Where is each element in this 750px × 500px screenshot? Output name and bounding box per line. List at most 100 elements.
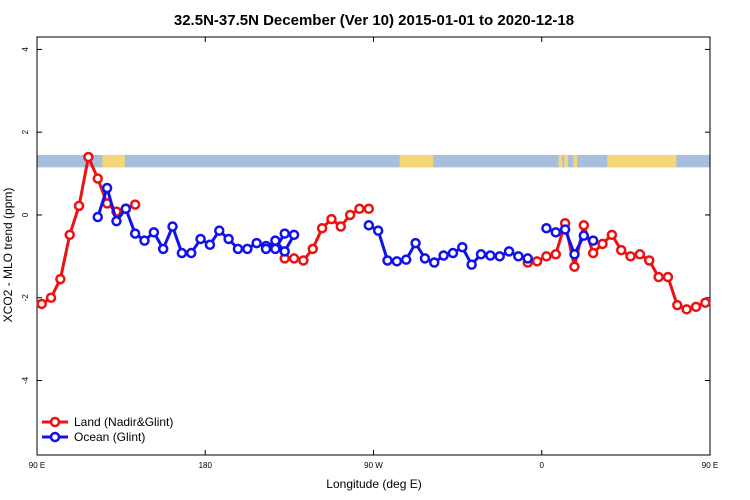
y-tick-label: 0 <box>21 212 30 217</box>
data-point <box>475 249 487 260</box>
data-point <box>457 241 468 253</box>
data-point <box>494 251 505 262</box>
data-point <box>129 228 141 239</box>
x-axis-label: Longitude (deg E) <box>326 477 421 491</box>
series-layer <box>36 151 711 315</box>
data-point <box>129 199 141 210</box>
data-point <box>120 203 132 215</box>
series-land <box>36 151 711 315</box>
legend-marker <box>49 431 61 443</box>
chart-title: 32.5N-37.5N December (Ver 10) 2015-01-01… <box>174 12 574 29</box>
data-point <box>270 235 281 246</box>
data-point <box>447 247 459 259</box>
series-ocean <box>92 182 599 270</box>
data-point <box>316 222 328 234</box>
series-line <box>40 155 136 306</box>
land-segment <box>607 154 677 168</box>
data-point <box>251 237 262 249</box>
data-point <box>522 253 533 264</box>
data-point <box>587 247 599 259</box>
data-point <box>419 253 431 264</box>
y-tick-label: -4 <box>21 376 30 384</box>
data-point <box>335 221 347 232</box>
x-tick-label: 90 E <box>29 461 45 470</box>
data-point <box>550 249 562 260</box>
legend-label: Land (Nadir&Glint) <box>74 415 173 429</box>
y-tick-label: 4 <box>21 47 30 52</box>
data-point <box>569 261 580 272</box>
data-point <box>111 215 122 227</box>
data-point <box>195 233 206 245</box>
data-point <box>400 254 412 265</box>
series-line <box>265 234 296 253</box>
land-segment <box>558 154 563 168</box>
data-point <box>242 243 253 255</box>
data-point <box>597 238 608 250</box>
legend-label: Ocean (Glint) <box>74 430 145 444</box>
data-point <box>672 299 683 311</box>
data-point <box>429 257 440 268</box>
data-point <box>643 255 655 266</box>
land-segment <box>102 154 125 168</box>
data-point <box>288 253 300 264</box>
data-point <box>541 251 552 262</box>
data-point <box>606 229 618 241</box>
data-point <box>73 200 85 212</box>
data-point <box>260 243 272 255</box>
data-point <box>64 229 75 241</box>
land-segment <box>573 154 578 168</box>
data-point <box>101 182 113 194</box>
plot-frame <box>36 36 711 456</box>
data-point <box>531 256 543 267</box>
data-point <box>550 227 562 238</box>
data-point <box>700 297 711 308</box>
data-point <box>279 228 290 239</box>
data-point <box>45 292 57 303</box>
legend: Land (Nadir&Glint)Ocean (Glint) <box>42 415 173 444</box>
data-point <box>662 271 674 283</box>
data-point <box>176 247 188 259</box>
axes: 90 E 180 90 W 0 90 E 4 2 0 -2 -4 <box>21 37 718 470</box>
data-point <box>391 256 403 267</box>
data-point <box>513 251 524 262</box>
data-point <box>363 220 375 231</box>
data-point <box>634 249 646 260</box>
data-point <box>372 225 384 236</box>
data-point <box>55 273 66 285</box>
data-point <box>167 221 178 232</box>
data-point <box>307 243 318 255</box>
data-point <box>298 255 309 266</box>
x-tick-label: 0 <box>540 461 545 470</box>
data-point <box>279 246 290 257</box>
x-tick-label: 90 E <box>702 461 718 470</box>
data-point <box>382 255 393 266</box>
data-point <box>363 203 375 215</box>
data-point <box>466 259 477 270</box>
data-point <box>157 243 169 255</box>
data-point <box>326 213 337 225</box>
data-point <box>690 301 702 313</box>
y-axis-label: XCO2 - MLO trend (ppm) <box>1 188 15 323</box>
data-point <box>354 203 365 215</box>
data-point <box>204 239 216 251</box>
data-point <box>578 220 590 231</box>
data-point <box>625 251 636 262</box>
data-point <box>681 304 692 315</box>
data-point <box>541 222 552 234</box>
data-point <box>587 235 599 246</box>
y-tick-label: 2 <box>21 129 30 134</box>
data-point <box>615 244 627 256</box>
data-point <box>139 235 150 246</box>
data-point <box>223 233 234 245</box>
data-point <box>92 173 104 184</box>
legend-marker <box>49 416 61 428</box>
land-sea-band <box>37 154 710 168</box>
data-point <box>438 250 449 261</box>
land-segment <box>399 154 434 168</box>
x-tick-label: 90 W <box>364 461 383 470</box>
data-point <box>578 230 590 241</box>
data-point <box>653 271 664 283</box>
data-point <box>410 237 421 249</box>
land-segment <box>564 154 568 168</box>
